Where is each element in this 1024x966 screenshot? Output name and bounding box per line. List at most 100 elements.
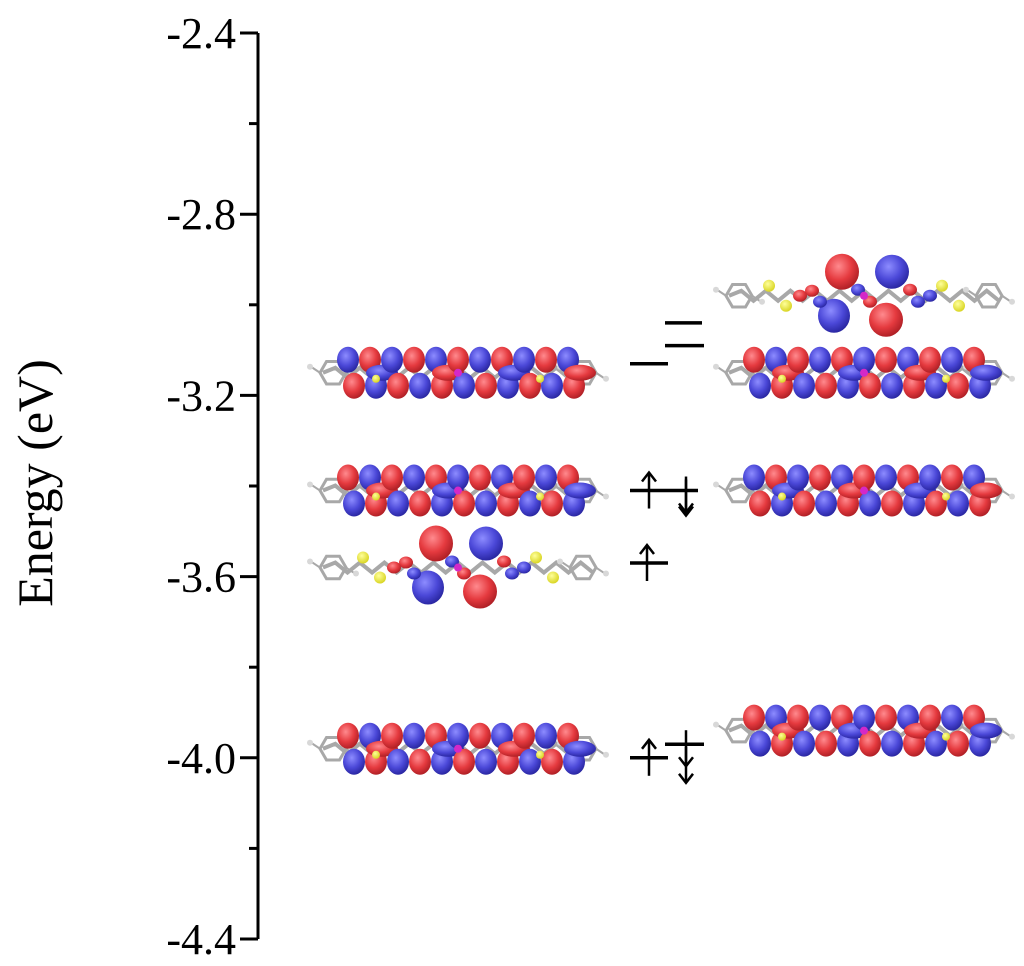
- orbital-lobe: [970, 722, 1002, 739]
- orbital-lobe: [564, 482, 596, 499]
- hydrogen-atom: [759, 298, 765, 305]
- metal-atom: [454, 563, 462, 572]
- orbital-lobe: [749, 372, 771, 399]
- orbital-lobe: [805, 284, 819, 297]
- spin-down-arrow: [678, 756, 694, 769]
- orbital-lobe: [409, 748, 431, 775]
- hydrogen-atom: [713, 363, 719, 370]
- orbital-lobe: [875, 346, 897, 373]
- orbital-lobe: [453, 372, 475, 399]
- hydrogen-atom: [603, 493, 609, 500]
- sulfur-atom: [536, 492, 544, 501]
- sulfur-atom: [942, 732, 950, 741]
- spin-up-arrow: [639, 542, 655, 555]
- orbital-lobe: [793, 289, 807, 302]
- orbital-lobe: [743, 704, 765, 731]
- orbital-lobe: [497, 555, 511, 568]
- sulfur-atom: [778, 732, 786, 741]
- orbital-image: [713, 704, 1015, 757]
- orbital-lobe: [535, 722, 557, 749]
- orbital-lobe: [381, 346, 403, 373]
- orbital-lobe: [809, 464, 831, 491]
- orbital-lobe: [519, 748, 541, 775]
- orbital-lobe: [787, 346, 809, 373]
- orbital-lobe: [947, 372, 969, 399]
- sulfur-atom: [374, 571, 386, 584]
- orbital-lobe: [407, 567, 421, 580]
- orbital-lobe: [337, 722, 359, 749]
- orbital-lobe: [793, 490, 815, 517]
- metal-atom: [860, 291, 868, 300]
- sulfur-atom: [942, 492, 950, 501]
- orbital-lobe: [343, 490, 365, 517]
- orbital-lobe: [541, 490, 563, 517]
- orbital-lobe: [519, 490, 541, 517]
- orbital-lobe: [818, 298, 850, 333]
- orbital-lobe: [925, 372, 947, 399]
- hydrogen-atom: [713, 721, 719, 728]
- sulfur-atom: [763, 279, 775, 292]
- orbital-lobe: [941, 704, 963, 731]
- hydrogen-atom: [1009, 493, 1015, 500]
- spin-down-arrow: [678, 502, 694, 515]
- orbital-lobe: [475, 490, 497, 517]
- hydrogen-atom: [307, 481, 313, 488]
- energy-levels: [630, 321, 704, 785]
- orbital-lobe: [505, 567, 519, 580]
- sulfur-atom: [372, 492, 380, 501]
- orbital-lobe: [399, 556, 413, 569]
- orbital-lobe: [469, 722, 491, 749]
- orbital-lobe: [409, 490, 431, 517]
- spin-down-arrow: [678, 773, 694, 785]
- orbital-lobe: [541, 372, 563, 399]
- metal-atom: [454, 368, 462, 377]
- orbital-lobe: [564, 740, 596, 757]
- orbital-image: [713, 464, 1015, 517]
- orbital-lobe: [409, 372, 431, 399]
- sulfur-atom: [547, 571, 559, 584]
- orbital-lobe: [947, 730, 969, 757]
- sulfur-atom: [536, 374, 544, 383]
- orbital-image: [307, 722, 609, 775]
- y-tick-label: -4.4: [166, 915, 236, 964]
- energy-level: [668, 476, 698, 515]
- sulfur-atom: [536, 750, 544, 759]
- metal-atom: [860, 368, 868, 377]
- orbital-lobe: [941, 464, 963, 491]
- metal-atom: [860, 486, 868, 495]
- hydrogen-atom: [1009, 298, 1015, 305]
- orbital-lobe: [919, 464, 941, 491]
- orbital-lobe: [853, 704, 875, 731]
- sulfur-atom: [942, 374, 950, 383]
- orbital-image: [713, 253, 1015, 337]
- orbital-lobe: [809, 346, 831, 373]
- orbital-lobe: [911, 295, 925, 308]
- orbital-lobe: [447, 722, 469, 749]
- orbital-lobe: [403, 464, 425, 491]
- hydrogen-atom: [603, 570, 609, 577]
- orbital-lobe: [453, 490, 475, 517]
- y-tick-label: -3.2: [166, 371, 236, 420]
- orbital-lobe: [793, 372, 815, 399]
- orbital-lobe: [970, 482, 1002, 499]
- orbital-lobe: [381, 464, 403, 491]
- orbital-lobe: [469, 464, 491, 491]
- orbital-lobe: [815, 372, 837, 399]
- y-tick-label: -4.0: [166, 734, 236, 783]
- sulfur-atom: [372, 750, 380, 759]
- hydrogen-atom: [713, 481, 719, 488]
- orbital-lobe: [815, 730, 837, 757]
- orbital-lobe: [513, 464, 535, 491]
- orbital-lobe: [875, 464, 897, 491]
- orbital-lobe: [859, 490, 881, 517]
- energy-level: [630, 542, 668, 582]
- orbital-lobe: [403, 346, 425, 373]
- orbital-lobe: [419, 525, 453, 562]
- orbital-image: [307, 346, 609, 399]
- orbital-lobe: [825, 253, 859, 290]
- orbital-lobe: [970, 364, 1002, 381]
- orbital-lobe: [947, 490, 969, 517]
- orbital-images: [307, 253, 1015, 775]
- sulfur-atom: [780, 299, 792, 312]
